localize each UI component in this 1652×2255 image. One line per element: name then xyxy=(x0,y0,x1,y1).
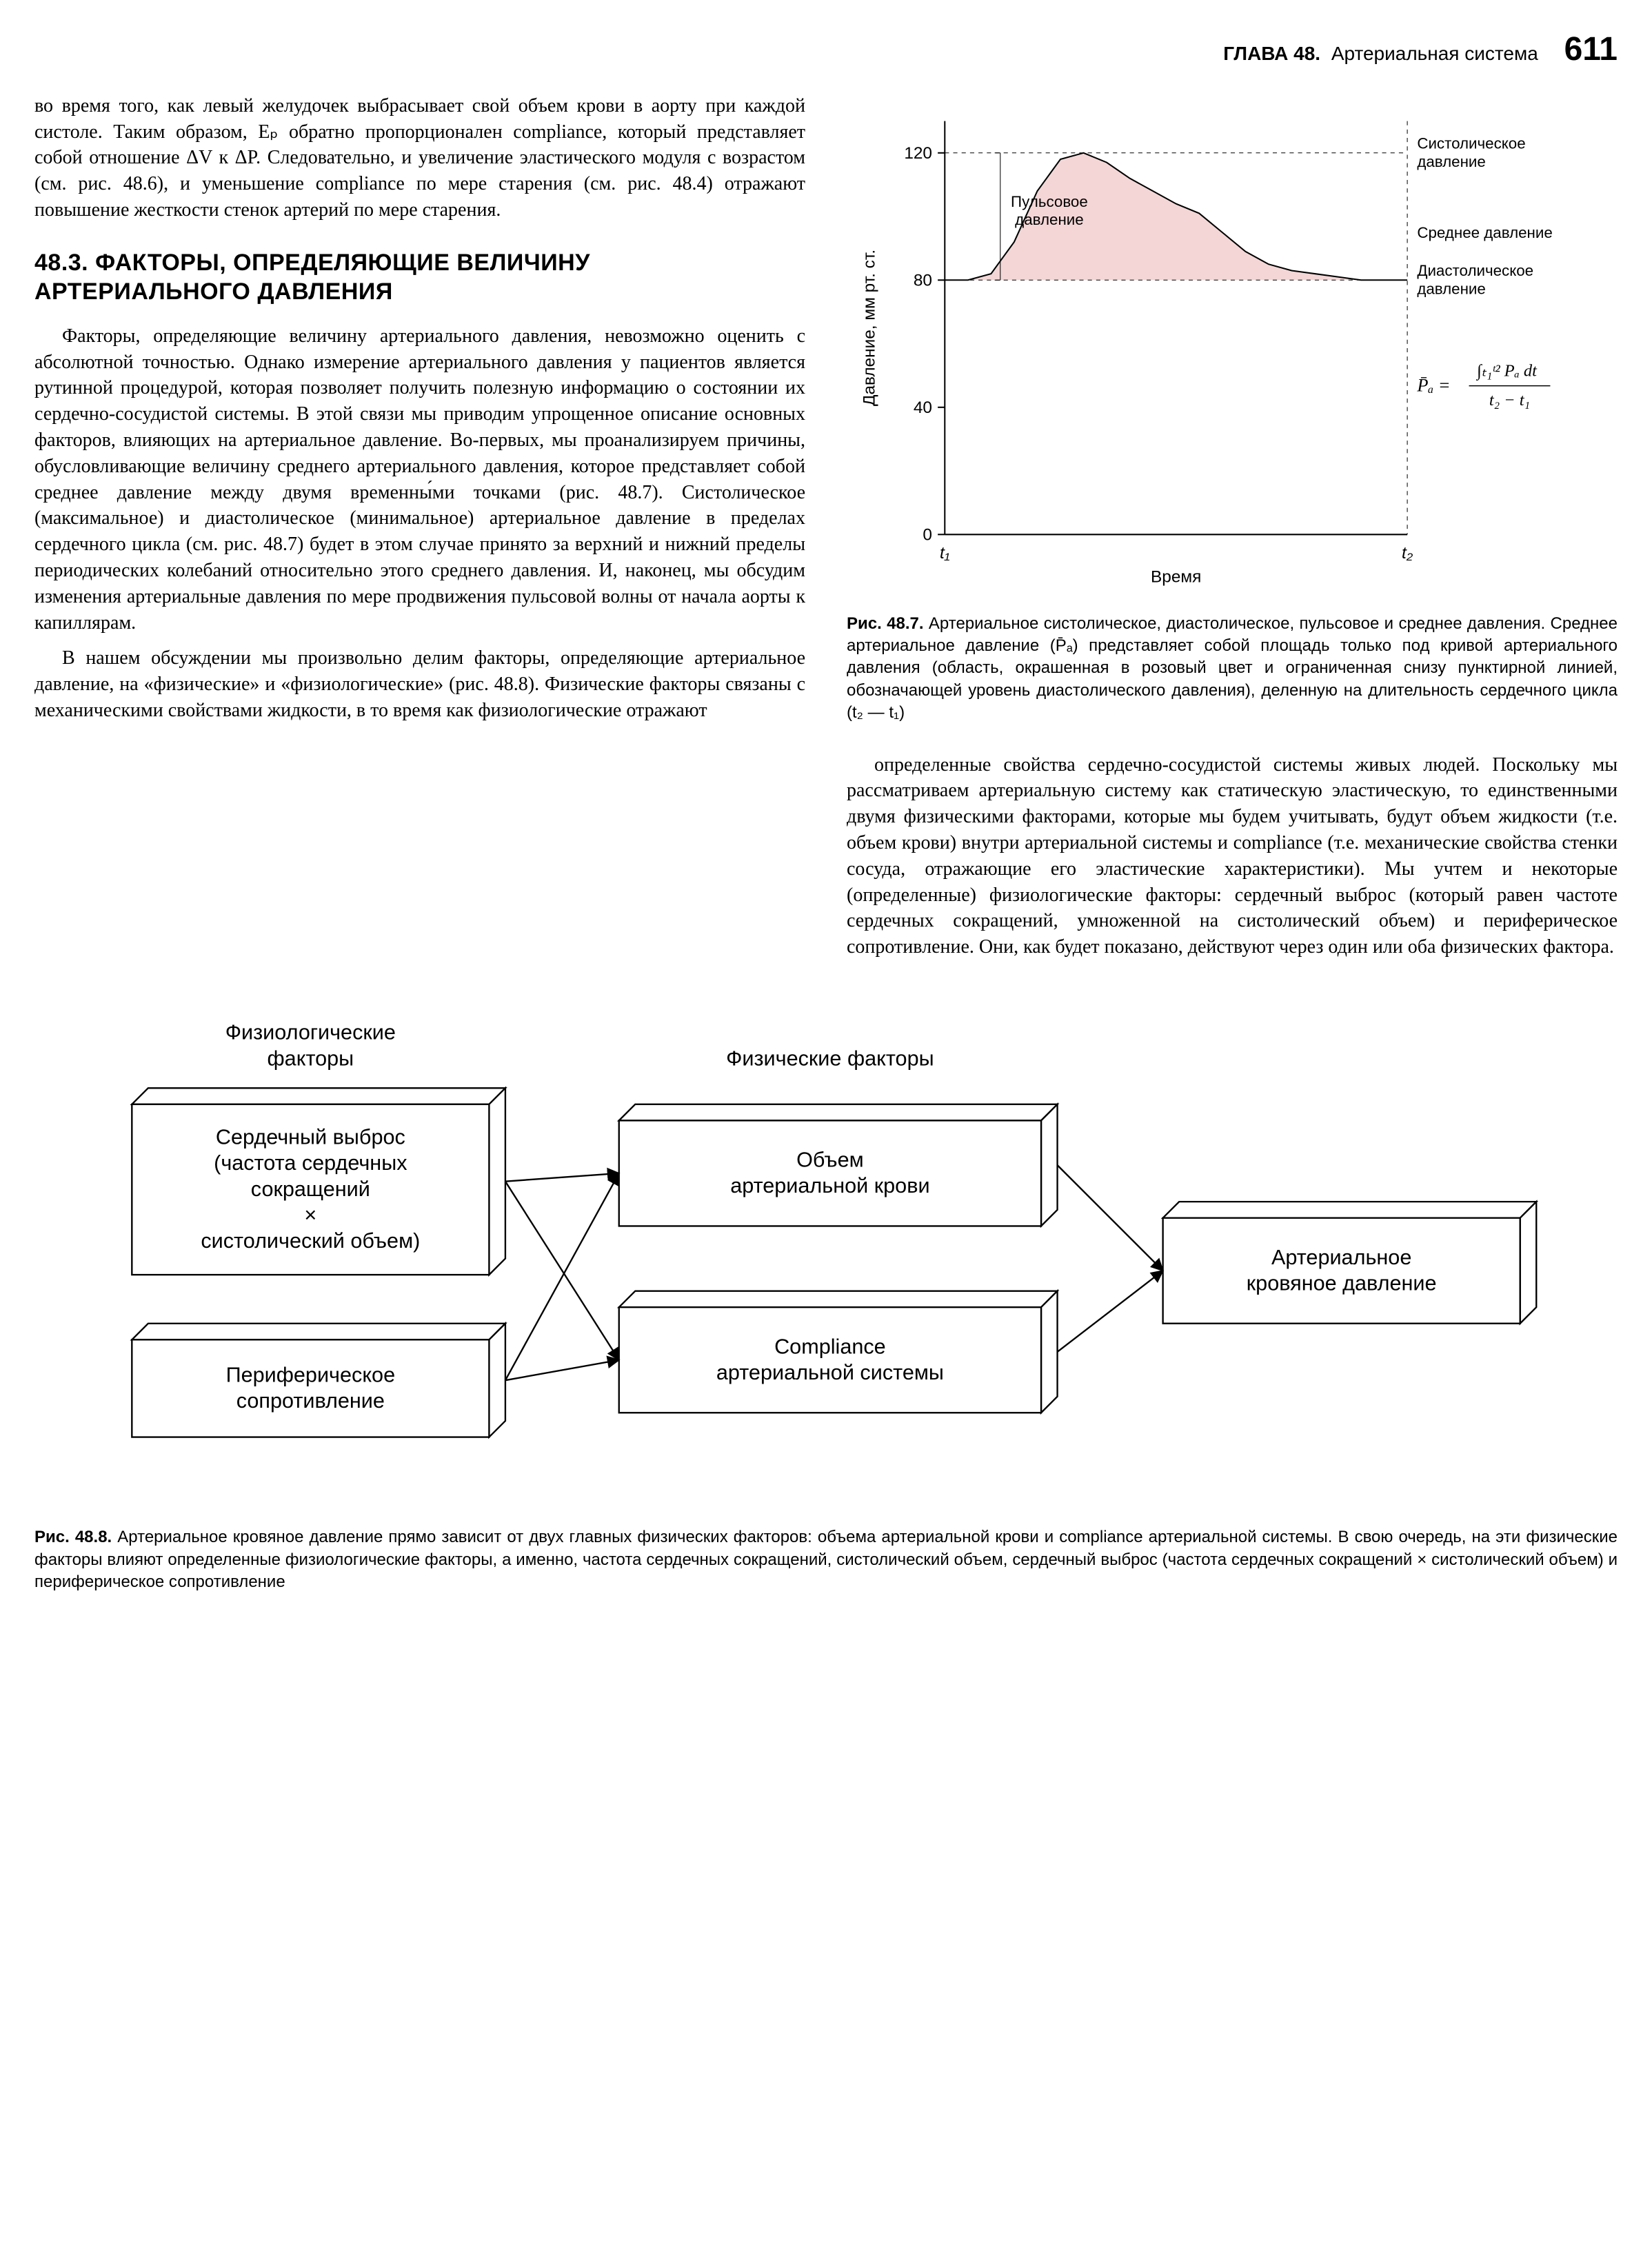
svg-text:артериальной системы: артериальной системы xyxy=(716,1361,944,1384)
svg-text:Среднее давление: Среднее давление xyxy=(1417,224,1552,241)
svg-text:80: 80 xyxy=(914,271,932,290)
figure-48-7-text: Артериальное систолическое, диастолическ… xyxy=(847,614,1618,722)
figure-48-7-label: Рис. 48.7. xyxy=(847,614,924,633)
svg-text:Артериальное: Артериальное xyxy=(1271,1246,1411,1269)
svg-text:P̄ₐ =: P̄ₐ = xyxy=(1416,375,1450,396)
figure-48-8-text: Артериальное кровяное давление прямо зав… xyxy=(34,1528,1618,1591)
svg-text:(частота сердечных: (частота сердечных xyxy=(214,1151,407,1175)
svg-text:t₂: t₂ xyxy=(1402,544,1413,563)
body-paragraph-1: Факторы, определяющие величину артериаль… xyxy=(34,323,805,636)
svg-text:Физиологические: Физиологические xyxy=(225,1021,396,1044)
svg-text:сокращений: сокращений xyxy=(251,1177,370,1201)
svg-text:120: 120 xyxy=(904,144,932,163)
svg-text:давление: давление xyxy=(1417,153,1486,170)
svg-text:систолический объем): систолический объем) xyxy=(201,1229,420,1253)
page-header: ГЛАВА 48. Артериальная система 611 xyxy=(34,28,1618,72)
svg-text:факторы: факторы xyxy=(268,1046,354,1070)
figure-48-7: 0 40 80 120 Давление, мм рт. ст. t₁ t₂ Время Сис… xyxy=(847,93,1618,725)
svg-text:Давление, мм рт. ст.: Давление, мм рт. ст. xyxy=(860,250,879,406)
svg-text:сопротивление: сопротивление xyxy=(236,1389,385,1413)
svg-text:давление: давление xyxy=(1015,211,1084,228)
body-paragraph-2: В нашем обсуждении мы произвольно делим … xyxy=(34,645,805,723)
svg-text:0: 0 xyxy=(923,525,932,544)
pressure-curve-chart: 0 40 80 120 Давление, мм рт. ст. t₁ t₂ Время Сис… xyxy=(847,93,1618,598)
figure-48-8-caption: Рис. 48.8. Артериальное кровяное давлени… xyxy=(34,1526,1618,1593)
intro-paragraph: во время того, как левый желудочек выбра… xyxy=(34,93,805,223)
svg-text:×: × xyxy=(304,1203,316,1226)
upper-columns: во время того, как левый желудочек выбра… xyxy=(34,93,1618,970)
page-number: 611 xyxy=(1564,31,1618,68)
right-column: 0 40 80 120 Давление, мм рт. ст. t₁ t₂ Время Сис… xyxy=(847,93,1618,970)
svg-text:Время: Время xyxy=(1151,567,1201,586)
svg-text:Объем: Объем xyxy=(796,1148,864,1171)
left-column: во время того, как левый желудочек выбра… xyxy=(34,93,805,734)
figure-48-7-caption: Рис. 48.7. Артериальное систолическое, д… xyxy=(847,613,1618,725)
svg-text:∫ₜ₁ᵗ² Pₐ dt: ∫ₜ₁ᵗ² Pₐ dt xyxy=(1475,361,1538,381)
svg-text:Систолическое: Систолическое xyxy=(1417,134,1525,152)
section-heading-48-3: 48.3. ФАКТОРЫ, ОПРЕДЕЛЯЮЩИЕ ВЕЛИЧИНУ АРТ… xyxy=(34,248,805,307)
svg-text:кровяное давление: кровяное давление xyxy=(1247,1271,1437,1295)
figure-48-8: Физиологическиефакторы Физические факторы… xyxy=(34,991,1618,1594)
svg-text:Периферическое: Периферическое xyxy=(226,1363,396,1386)
svg-text:Compliance: Compliance xyxy=(774,1335,886,1358)
chapter-label: ГЛАВА 48. xyxy=(1223,43,1320,64)
svg-text:артериальной крови: артериальной крови xyxy=(730,1174,929,1197)
svg-text:40: 40 xyxy=(914,398,932,417)
figure-48-8-label: Рис. 48.8. xyxy=(34,1528,112,1546)
svg-text:Сердечный выброс: Сердечный выброс xyxy=(216,1125,405,1149)
svg-text:Пульсовое: Пульсовое xyxy=(1011,193,1088,210)
svg-text:Физические факторы: Физические факторы xyxy=(726,1046,934,1070)
svg-text:t₁: t₁ xyxy=(940,544,950,563)
svg-text:t₂ − t₁: t₂ − t₁ xyxy=(1489,391,1530,409)
right-body-paragraph: определенные свойства сердечно-сосудисто… xyxy=(847,752,1618,960)
factors-flowchart: Физиологическиефакторы Физические факторы… xyxy=(34,991,1618,1510)
svg-text:Диастолическое: Диастолическое xyxy=(1417,262,1533,279)
chapter-name: Артериальная система xyxy=(1331,43,1538,64)
svg-text:давление: давление xyxy=(1417,280,1486,297)
